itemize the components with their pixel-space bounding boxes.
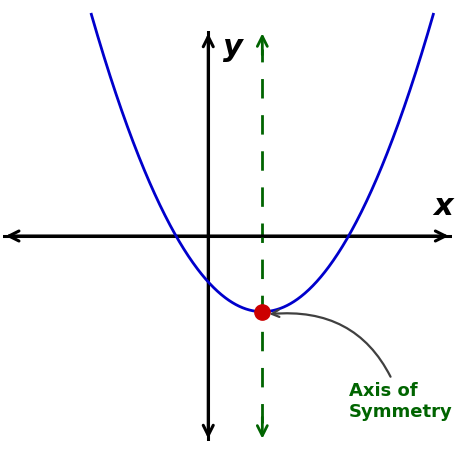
Text: y: y xyxy=(223,33,243,62)
Text: Axis of
Symmetry: Axis of Symmetry xyxy=(272,310,453,421)
Text: x: x xyxy=(434,192,453,221)
